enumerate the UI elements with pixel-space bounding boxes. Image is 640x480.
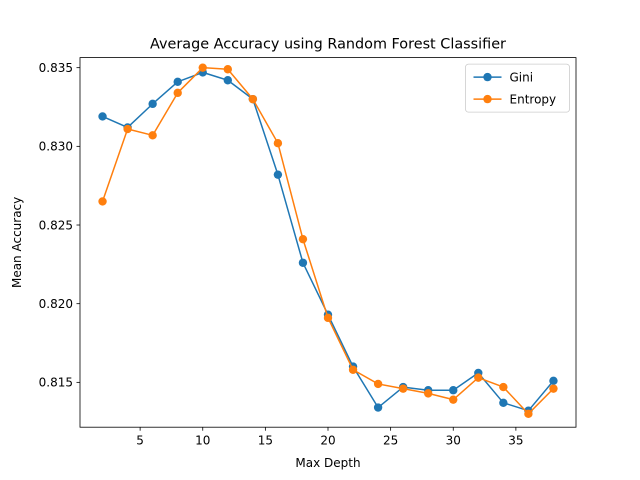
- data-point-entropy: [198, 63, 207, 72]
- x-axis: 5 10 15 20 25 30 35: [136, 427, 524, 448]
- y-tick-label: 0.830: [39, 140, 73, 154]
- series-line-entropy: [101, 66, 554, 415]
- data-point-entropy: [398, 384, 408, 393]
- data-point-gini: [549, 376, 558, 385]
- data-point-gini: [173, 77, 182, 87]
- data-point-gini: [148, 99, 157, 109]
- data-point-entropy: [248, 94, 258, 104]
- legend: Gini Entropy: [465, 63, 570, 113]
- data-point-gini: [449, 386, 458, 395]
- data-point-entropy: [298, 234, 308, 244]
- x-tick-label: 35: [508, 434, 523, 448]
- y-axis: 0.815 0.820 0.825 0.830 0.835: [39, 61, 80, 390]
- legend-label-gini: Gini: [510, 70, 534, 84]
- data-point-entropy: [173, 88, 182, 98]
- y-tick-label: 0.815: [39, 376, 73, 390]
- y-tick-label: 0.825: [39, 218, 73, 232]
- data-point-entropy: [499, 382, 508, 392]
- y-axis-label: Mean Accuracy: [10, 197, 24, 288]
- chart-title: Average Accuracy using Random Forest Cla…: [150, 37, 506, 53]
- series-line-gini: [102, 71, 555, 412]
- axes-frame: [79, 57, 577, 428]
- data-point-entropy: [98, 197, 107, 206]
- data-point-gini: [373, 403, 383, 412]
- data-point-entropy: [474, 373, 483, 382]
- legend-marker-gini: [483, 72, 492, 82]
- data-point-entropy: [373, 379, 383, 389]
- y-tick-label: 0.820: [39, 297, 73, 311]
- data-point-entropy: [148, 131, 157, 140]
- legend-marker-entropy: [483, 94, 492, 104]
- data-point-gini: [298, 258, 308, 267]
- data-point-entropy: [273, 138, 283, 148]
- x-axis-label: Max Depth: [295, 456, 360, 470]
- data-point-gini: [98, 112, 107, 121]
- data-point-entropy: [323, 313, 333, 323]
- x-tick-label: 20: [320, 434, 335, 448]
- plot-area: [98, 63, 558, 419]
- data-point-entropy: [524, 409, 533, 419]
- data-point-entropy: [223, 65, 232, 74]
- data-point-entropy: [549, 384, 558, 393]
- data-point-entropy: [424, 389, 433, 398]
- x-tick-label: 15: [258, 434, 273, 448]
- x-tick-label: 10: [195, 434, 210, 448]
- legend-label-entropy: Entropy: [510, 92, 557, 106]
- data-point-entropy: [449, 395, 458, 404]
- data-point-gini: [499, 398, 508, 408]
- x-tick-label: 30: [446, 434, 461, 448]
- data-point-gini: [273, 170, 283, 179]
- data-point-entropy: [123, 124, 132, 134]
- y-tick-label: 0.835: [39, 61, 73, 75]
- x-tick-label: 25: [383, 434, 398, 448]
- x-tick-label: 5: [136, 434, 144, 448]
- data-point-gini: [223, 76, 232, 85]
- data-point-entropy: [348, 365, 358, 374]
